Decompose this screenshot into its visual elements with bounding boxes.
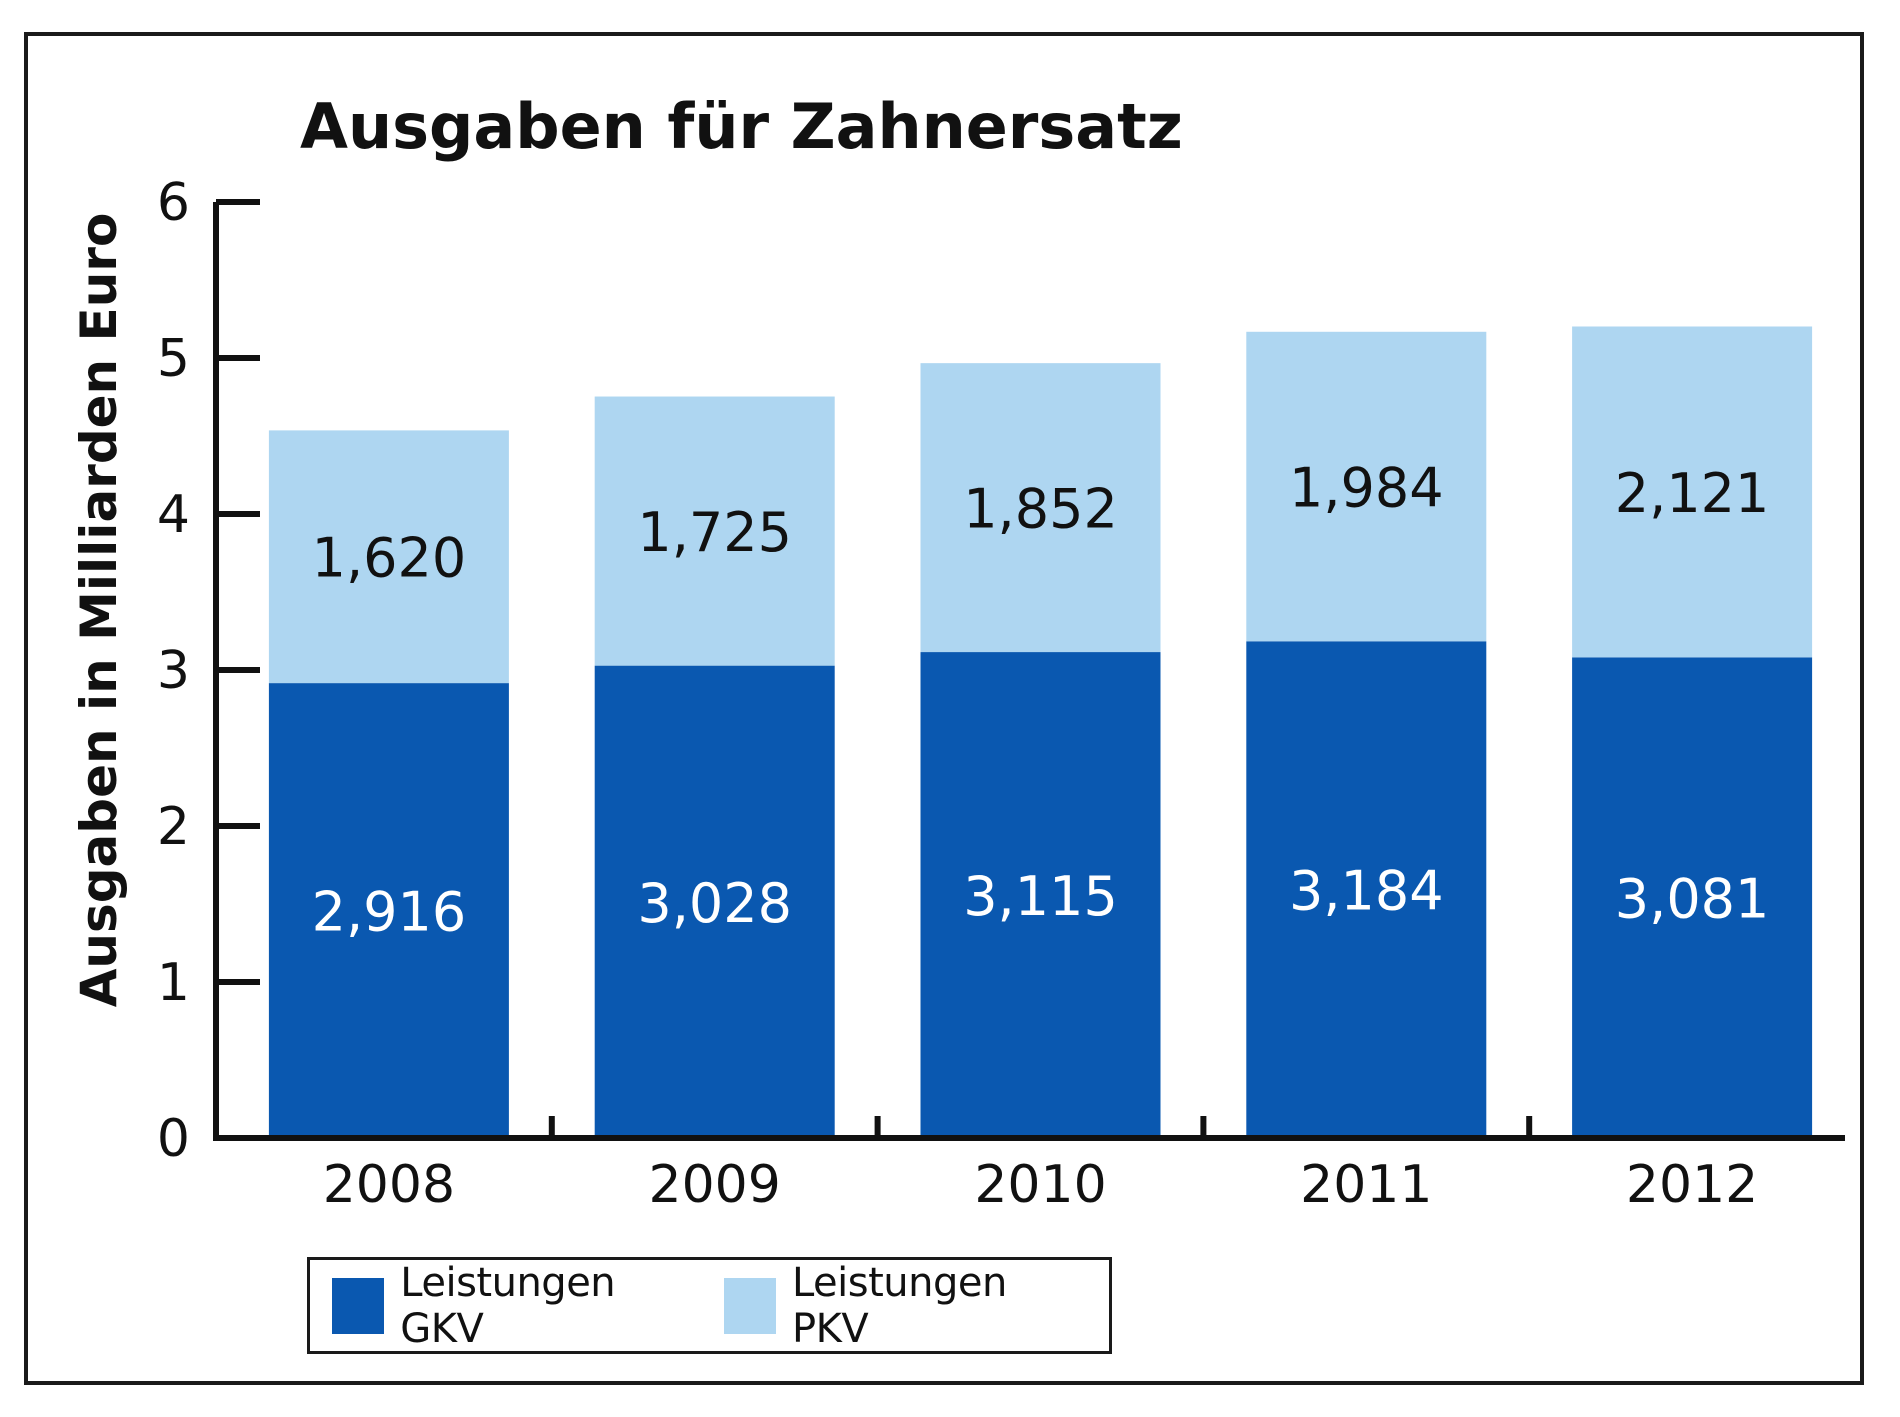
bar-pkv-2009: [594, 396, 835, 666]
bar-pkv-2010: [920, 363, 1161, 653]
bar-gkv-2008: [268, 683, 509, 1138]
chart-title: Ausgaben für Zahnersatz: [300, 90, 1183, 163]
data-label-gkv-2012: 3,081: [1615, 868, 1770, 931]
data-label-gkv-2008: 2,916: [312, 881, 467, 944]
data-label-gkv-2010: 3,115: [963, 865, 1118, 928]
bars: [268, 326, 1813, 1138]
data-label-pkv-2011: 1,984: [1289, 457, 1444, 520]
x-tick-label-2009: 2009: [649, 1155, 781, 1215]
legend-label-pkv: Leistungen PKV: [791, 1259, 1007, 1352]
bar-pkv-2012: [1572, 326, 1813, 658]
data-label-gkv-2009: 3,028: [637, 872, 792, 935]
data-label-pkv-2012: 2,121: [1615, 462, 1770, 525]
y-tick-label-3: 3: [157, 641, 190, 701]
data-label-pkv-2010: 1,852: [963, 478, 1118, 541]
legend-swatch-gkv: [332, 1277, 385, 1334]
data-label-gkv-2011: 3,184: [1289, 860, 1444, 923]
data-label-pkv-2008: 1,620: [312, 527, 467, 590]
bar-gkv-2009: [594, 665, 835, 1138]
y-tick-label-0: 0: [157, 1109, 190, 1169]
bar-gkv-2012: [1572, 657, 1813, 1138]
y-tick-label-6: 6: [157, 173, 190, 233]
bar-gkv-2010: [920, 652, 1161, 1138]
y-axis-label: Ausgaben in Milliarden Euro: [70, 213, 128, 1008]
x-tick-label-2012: 2012: [1626, 1155, 1758, 1215]
legend-item-pkv: Leistungen PKV: [723, 1259, 1075, 1352]
y-tick-label-5: 5: [157, 329, 190, 389]
y-tick-label-2: 2: [157, 797, 190, 857]
x-tick-label-2010: 2010: [974, 1155, 1106, 1215]
bar-pkv-2011: [1246, 331, 1487, 642]
bar-pkv-2008: [268, 430, 509, 684]
legend: Leistungen GKV Leistungen PKV: [307, 1257, 1112, 1354]
bar-labels: 2,916 1,620 3,028 1,725 3,115 1,852 3,184 1,984…: [312, 457, 1770, 944]
bar-gkv-2011: [1246, 641, 1487, 1138]
chart-frame: [24, 32, 1864, 1385]
legend-swatch-pkv: [723, 1277, 776, 1334]
y-tick-label-4: 4: [157, 485, 190, 545]
x-tick-label-2011: 2011: [1300, 1155, 1432, 1215]
x-tick-label-2008: 2008: [323, 1155, 455, 1215]
legend-item-gkv: Leistungen GKV: [332, 1260, 690, 1352]
y-tick-label-1: 1: [157, 953, 190, 1013]
data-label-pkv-2009: 1,725: [637, 501, 792, 564]
legend-label-gkv: Leistungen GKV: [400, 1259, 616, 1352]
